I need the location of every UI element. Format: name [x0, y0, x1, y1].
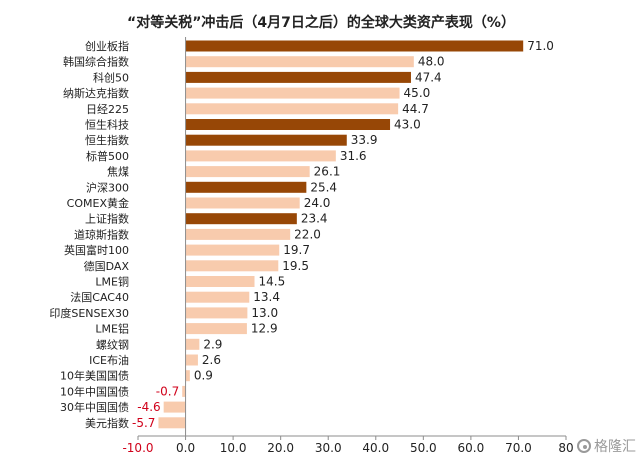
value-labels-layer: 71.0 48.047.4 45.0 44.7 43.0 33.9 31.6 26.125.4…: [132, 39, 554, 430]
bar: [185, 56, 414, 68]
bar: [163, 401, 186, 413]
value-label: 44.7: [402, 102, 429, 116]
category-label: 日经225: [86, 103, 129, 116]
category-label: 恒生指数: [85, 133, 129, 147]
x-tick-label: 0.0: [176, 441, 195, 455]
category-label: 印度SENSEX30: [49, 306, 129, 320]
bar: [185, 103, 399, 115]
bar: [185, 370, 190, 382]
category-label: 标普500: [86, 149, 129, 163]
bar: [185, 181, 307, 193]
category-label: 10年中国国债: [60, 384, 129, 398]
x-tick-label: 20.0: [267, 441, 294, 455]
category-label: 德国DAX: [84, 259, 130, 273]
value-label: 26.1: [314, 165, 341, 179]
value-label: 45.0: [404, 86, 431, 100]
bar: [185, 260, 279, 272]
bar: [185, 276, 255, 287]
category-label: 美元指数: [85, 416, 129, 430]
bar: [185, 244, 280, 256]
bar: [185, 291, 250, 303]
value-label: 0.9: [194, 369, 213, 383]
value-label: 48.0: [418, 55, 445, 69]
category-label: 焦煤: [107, 166, 129, 179]
bar: [185, 71, 411, 83]
value-label: -0.7: [156, 384, 179, 398]
value-label: 24.0: [304, 196, 331, 210]
value-label: 14.5: [259, 275, 286, 289]
value-label: -5.7: [132, 416, 155, 430]
bar: [158, 417, 186, 429]
value-label: 13.4: [253, 290, 280, 304]
x-axis: -10.0 0.0 10.0 20.0 30.0 40.0 50.0 60.0 70.0 80: [122, 37, 574, 455]
gelonghui-logo-icon: [577, 439, 591, 453]
category-label: 沪深300: [86, 180, 129, 194]
category-label: 螺纹钢: [96, 337, 129, 351]
value-label: 47.4: [415, 70, 442, 84]
category-label: 道琼斯指数: [74, 227, 129, 241]
watermark: 格隆汇: [577, 436, 636, 456]
x-tick-label: 30.0: [315, 441, 342, 455]
bar: [185, 87, 400, 99]
category-label: 科创50: [93, 70, 129, 84]
value-label: 31.6: [340, 149, 367, 163]
bar: [185, 197, 300, 209]
bar: [185, 119, 391, 130]
bar: [185, 307, 248, 319]
category-label: 上证指数: [85, 212, 129, 226]
value-label: 33.9: [351, 133, 378, 147]
category-label: 韩国综合指数: [63, 55, 129, 69]
bar: [185, 354, 198, 366]
value-label: 22.0: [294, 227, 321, 241]
bar: [185, 338, 200, 350]
bar: [185, 166, 310, 178]
chart-title: “对等关税”冲击后（4月7日之后）的全球大类资产表现（%）: [127, 14, 515, 31]
x-tick-label: 80: [558, 441, 573, 455]
bar: [185, 40, 524, 52]
value-label: 43.0: [394, 118, 421, 132]
value-label: 2.9: [203, 337, 222, 351]
value-label: 12.9: [251, 322, 278, 336]
x-tick-label: 40.0: [362, 441, 389, 455]
x-tick-label: 60.0: [458, 441, 485, 455]
value-label: 19.7: [283, 243, 310, 257]
value-label: 19.5: [282, 259, 309, 273]
category-label: 30年中国国债: [60, 400, 129, 414]
category-label: LME铜: [95, 275, 129, 289]
value-label: -4.6: [137, 400, 160, 414]
value-label: 23.4: [301, 212, 328, 226]
category-label: 纳斯达克指数: [63, 86, 129, 100]
category-label: LME铝: [95, 322, 129, 336]
category-label: ICE布油: [89, 353, 129, 367]
x-tick-label: 50.0: [410, 441, 437, 455]
category-label: 10年美国国债: [60, 369, 129, 383]
value-label: 13.0: [251, 306, 278, 320]
bar: [185, 150, 336, 162]
x-tick-label: 70.0: [505, 441, 532, 455]
bar: [185, 323, 247, 335]
bar: [182, 385, 186, 397]
bar: [185, 134, 347, 146]
x-tick-label: 10.0: [220, 441, 247, 455]
value-label: 71.0: [527, 39, 554, 53]
category-label: COMEX黄金: [67, 196, 129, 210]
x-tick-label: -10.0: [122, 441, 153, 455]
category-label: 法国CAC40: [70, 290, 129, 304]
category-label: 恒生科技: [85, 118, 129, 132]
bar: [185, 228, 291, 240]
value-label: 25.4: [310, 180, 337, 194]
watermark-text: 格隆汇: [594, 439, 636, 455]
value-label: 2.6: [202, 353, 221, 367]
category-label: 英国富时100: [64, 243, 129, 257]
bar: [185, 213, 297, 225]
bars-layer: [158, 40, 524, 429]
category-label: 创业板指: [85, 39, 129, 53]
